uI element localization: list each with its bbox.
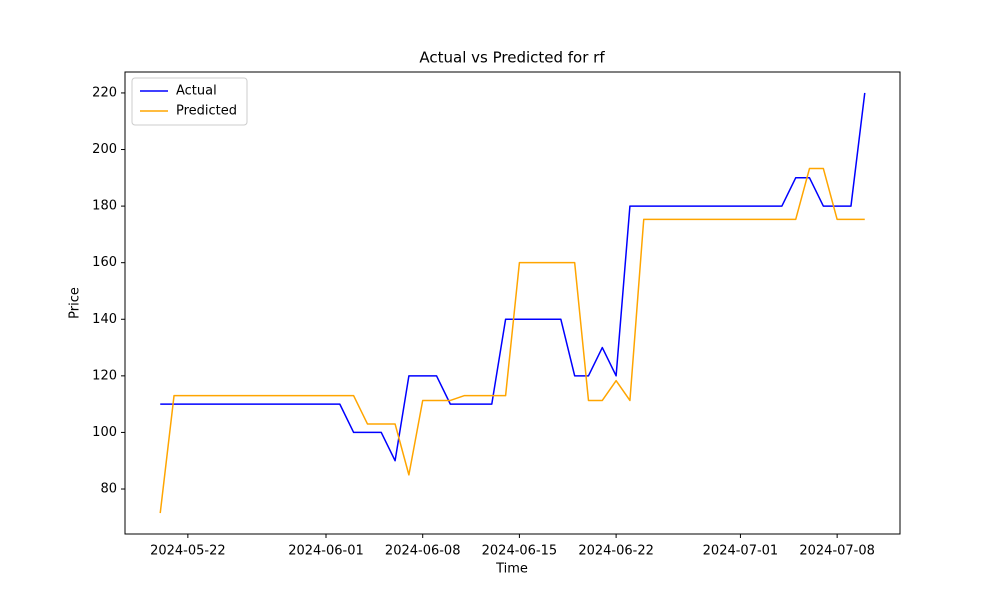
y-tick-label: 100 (92, 425, 117, 440)
x-axis-label: Time (495, 562, 528, 577)
legend-label: Actual (176, 84, 217, 99)
y-tick-label: 200 (92, 142, 117, 157)
series-line (159, 167, 865, 514)
y-tick-label: 120 (92, 368, 117, 383)
series-line (160, 92, 866, 462)
y-axis-label: Price (68, 287, 83, 319)
y-tick-label: 160 (92, 255, 117, 270)
x-tick-label: 2024-06-08 (385, 544, 461, 559)
x-tick-label: 2024-07-08 (799, 544, 875, 559)
x-tick-label: 2024-06-01 (288, 544, 364, 559)
y-tick-label: 180 (92, 199, 117, 214)
y-tick-label: 220 (92, 85, 117, 100)
y-tick-label: 140 (92, 312, 117, 327)
y-tick-label: 80 (100, 482, 117, 497)
chart-title: Actual vs Predicted for rf (419, 49, 605, 67)
x-tick-label: 2024-06-22 (578, 544, 654, 559)
plot-frame (124, 71, 901, 535)
x-tick-label: 2024-06-15 (482, 544, 558, 559)
legend-box (131, 77, 248, 126)
x-tick-label: 2024-05-22 (150, 544, 226, 559)
x-tick-label: 2024-07-01 (703, 544, 779, 559)
legend-label: Predicted (176, 104, 237, 119)
